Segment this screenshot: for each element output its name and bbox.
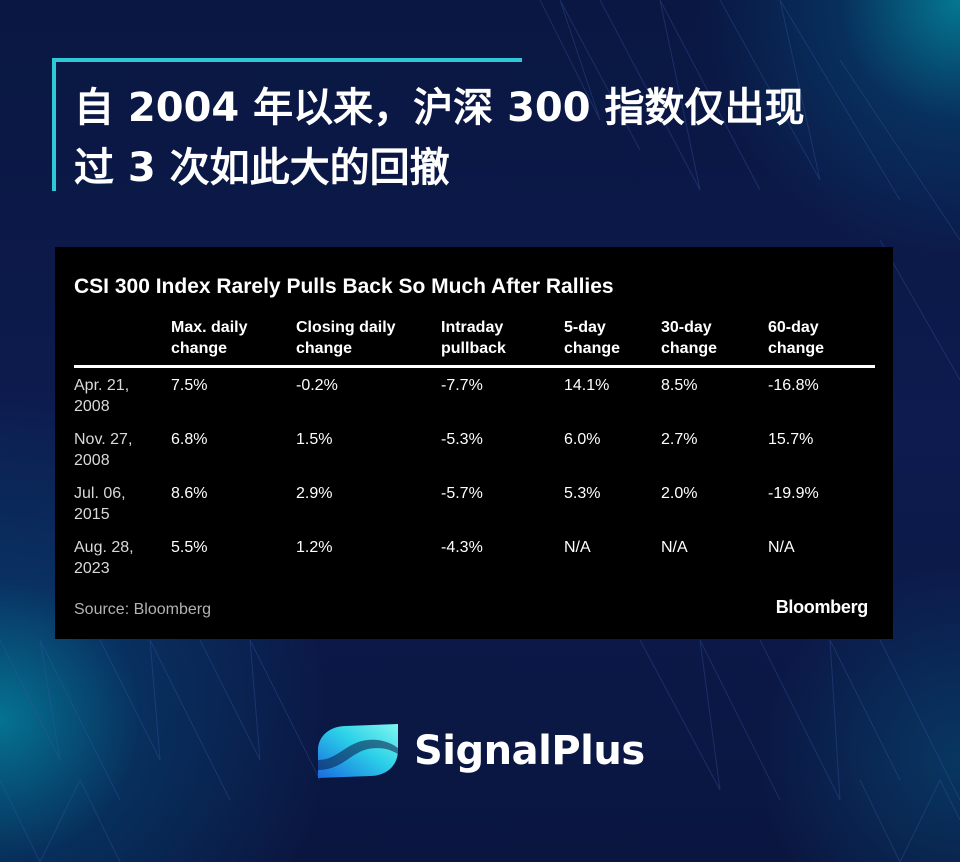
headline: 自 2004 年以来，沪深 300 指数仅出现 过 3 次如此大的回撤 <box>52 58 912 198</box>
headline-title: 自 2004 年以来，沪深 300 指数仅出现 过 3 次如此大的回撤 <box>52 58 912 198</box>
cell-5-day: 6.0% <box>564 431 601 448</box>
cell-30-day: 2.0% <box>661 485 698 502</box>
cell-date: Nov. 27, 2008 <box>74 431 133 469</box>
column-header-max-daily: Max. daily change <box>171 317 296 368</box>
column-header-60-day: 60-day change <box>768 317 875 368</box>
column-header-5-day: 5-day change <box>564 317 661 368</box>
cell-intraday: -5.3% <box>441 431 483 448</box>
cell-60-day: -19.9% <box>768 485 819 502</box>
table-row: Jul. 06, 2015 8.6% 2.9% -5.7% 5.3% 2.0% -… <box>74 476 875 530</box>
cell-5-day: N/A <box>564 539 591 556</box>
column-header-closing-daily: Closing daily change <box>296 317 441 368</box>
signalplus-logo: SignalPlus <box>316 716 645 786</box>
cell-30-day: 8.5% <box>661 377 698 394</box>
cell-5-day: 14.1% <box>564 377 610 394</box>
cell-closing-daily: 2.9% <box>296 485 333 502</box>
table-header-row: Max. daily change Closing daily change Int… <box>74 317 875 368</box>
pullback-table: Max. daily change Closing daily change Int… <box>74 317 875 584</box>
signalplus-wordmark: SignalPlus <box>414 728 645 774</box>
bloomberg-logo: Bloomberg <box>775 597 869 617</box>
cell-30-day: N/A <box>661 539 688 556</box>
cell-max-daily: 6.8% <box>171 431 208 448</box>
cell-max-daily: 7.5% <box>171 377 208 394</box>
headline-accent-left <box>52 58 56 191</box>
cell-closing-daily: 1.2% <box>296 539 333 556</box>
column-header-30-day: 30-day change <box>661 317 768 368</box>
cell-intraday: -7.7% <box>441 377 483 394</box>
table-row: Aug. 28, 2023 5.5% 1.2% -4.3% N/A N/A N/A <box>74 530 875 584</box>
cell-closing-daily: 1.5% <box>296 431 333 448</box>
cell-60-day: 15.7% <box>768 431 814 448</box>
column-header-intraday: Intraday pullback <box>441 317 564 368</box>
cell-closing-daily: -0.2% <box>296 377 338 394</box>
headline-line-1: 自 2004 年以来，沪深 300 指数仅出现 <box>74 85 805 131</box>
table-card: CSI 300 Index Rarely Pulls Back So Much … <box>55 247 893 639</box>
cell-60-day: N/A <box>768 539 795 556</box>
signalplus-wave-icon <box>318 724 398 778</box>
cell-date: Jul. 06, 2015 <box>74 485 126 523</box>
cell-date: Aug. 28, 2023 <box>74 539 134 577</box>
cell-5-day: 5.3% <box>564 485 601 502</box>
source-note: Source: Bloomberg <box>74 601 211 618</box>
table-row: Nov. 27, 2008 6.8% 1.5% -5.3% 6.0% 2.7% 1… <box>74 422 875 476</box>
table-title: CSI 300 Index Rarely Pulls Back So Much … <box>74 275 614 298</box>
cell-30-day: 2.7% <box>661 431 698 448</box>
cell-intraday: -5.7% <box>441 485 483 502</box>
headline-accent-top <box>52 58 522 62</box>
table-row: Apr. 21, 2008 7.5% -0.2% -7.7% 14.1% 8.5%… <box>74 367 875 423</box>
headline-line-2: 过 3 次如此大的回撤 <box>74 145 450 191</box>
cell-date: Apr. 21, 2008 <box>74 377 130 415</box>
cell-60-day: -16.8% <box>768 377 819 394</box>
cell-max-daily: 5.5% <box>171 539 208 556</box>
cell-intraday: -4.3% <box>441 539 483 556</box>
column-header-date <box>74 317 171 368</box>
cell-max-daily: 8.6% <box>171 485 208 502</box>
